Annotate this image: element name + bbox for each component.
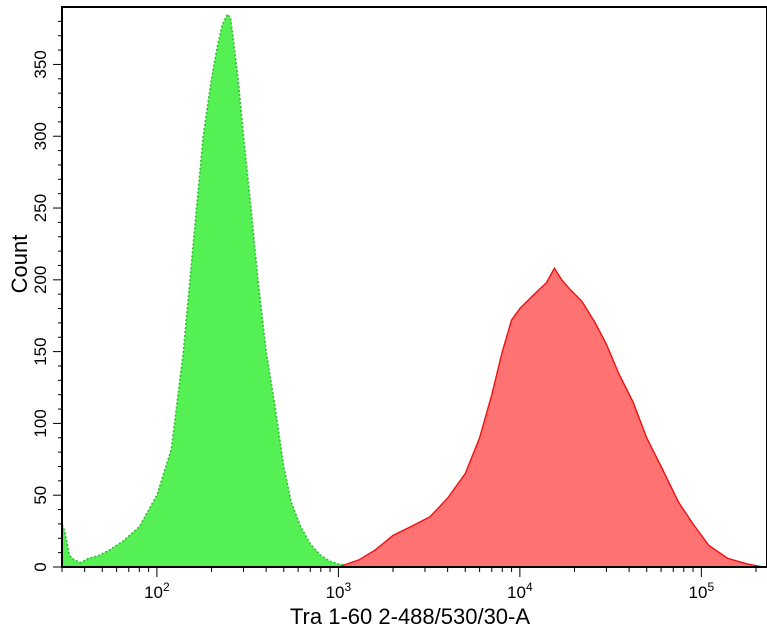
series-1-area <box>61 12 420 568</box>
x-axis: 102 103 104 105 <box>61 567 757 602</box>
y-axis: 0 50 100 150 200 250 300 350 <box>31 20 62 572</box>
x-tick-label: 102 <box>144 580 170 602</box>
y-tick-label: 150 <box>31 337 50 365</box>
x-axis-label: Tra 1-60 2-488/530/30-A <box>290 604 530 629</box>
plot-area <box>61 12 764 568</box>
y-tick-label: 300 <box>31 122 50 150</box>
y-tick-label: 200 <box>31 266 50 294</box>
y-tick-label: 50 <box>31 486 50 505</box>
y-tick-label: 0 <box>31 562 50 571</box>
y-axis-label: Count <box>7 235 32 294</box>
y-tick-label: 100 <box>31 409 50 437</box>
x-tick-label: 103 <box>326 580 352 602</box>
series-2-area <box>338 266 764 568</box>
plot-frame <box>61 6 767 568</box>
x-tick-label: 105 <box>689 580 715 602</box>
x-tick-label: 104 <box>507 580 533 602</box>
y-tick-label: 250 <box>31 194 50 222</box>
y-tick-label: 350 <box>31 50 50 78</box>
